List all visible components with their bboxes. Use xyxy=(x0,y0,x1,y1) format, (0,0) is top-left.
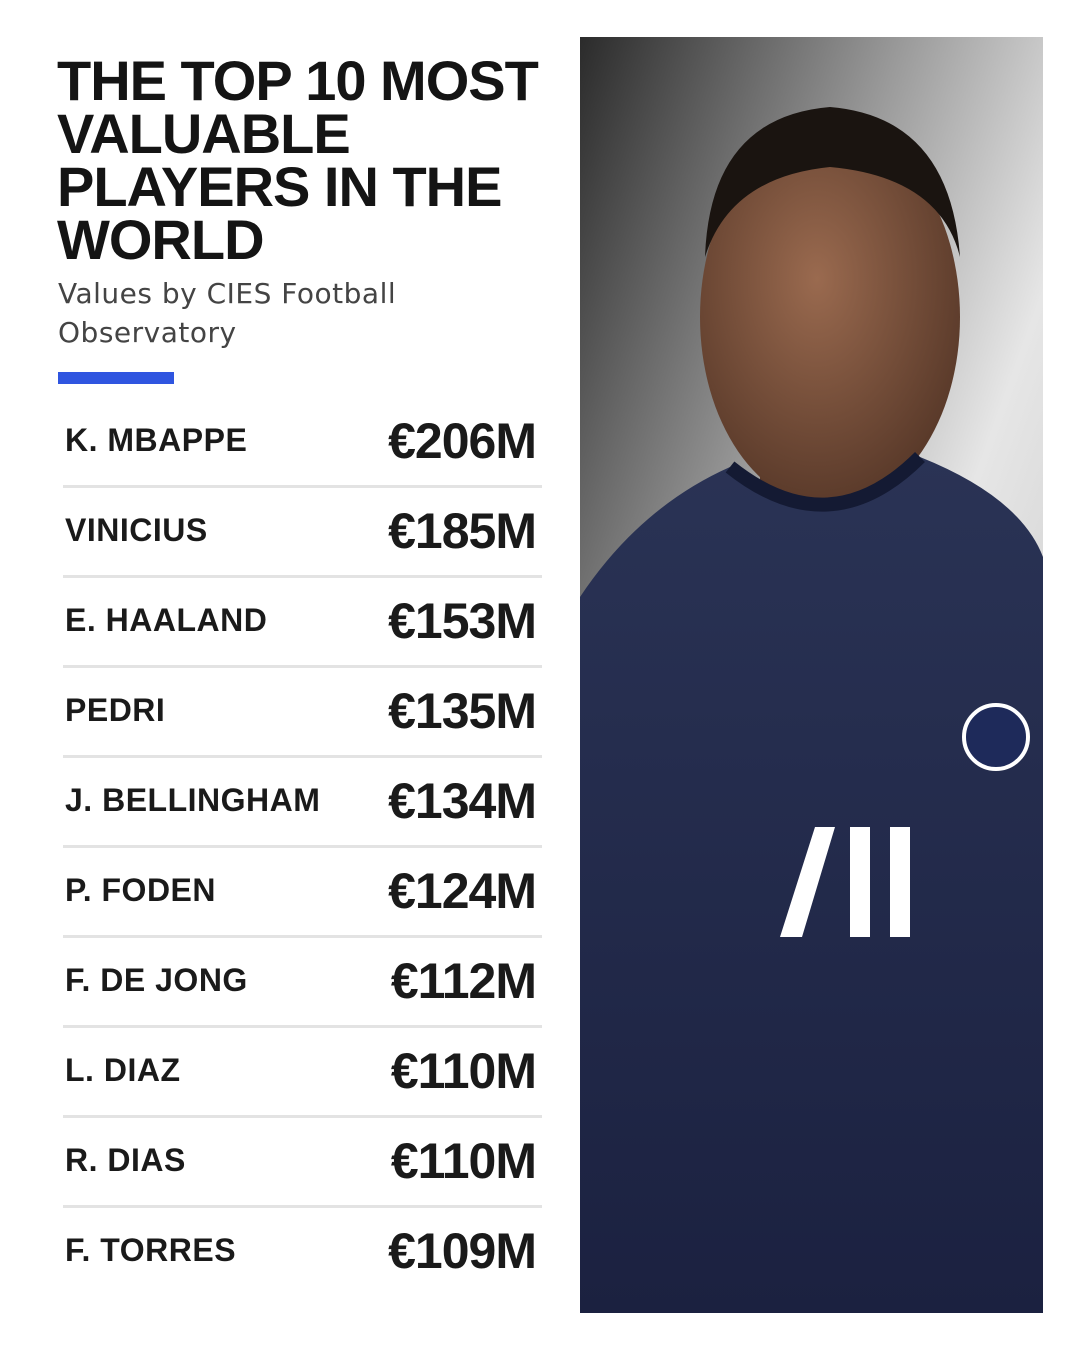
player-name: K. MBAPPE xyxy=(65,422,248,458)
row-divider xyxy=(63,755,542,758)
row-divider xyxy=(63,935,542,938)
table-row: J. BELLINGHAM €134M xyxy=(63,758,542,848)
table-row: P. FODEN €124M xyxy=(63,848,542,938)
player-name: L. DIAZ xyxy=(65,1052,181,1088)
row-divider xyxy=(63,575,542,578)
player-name: E. HAALAND xyxy=(65,602,268,638)
player-name: VINICIUS xyxy=(65,512,208,548)
table-row: L. DIAZ €110M xyxy=(63,1028,542,1118)
row-divider xyxy=(63,665,542,668)
subtitle: Values by CIES Football Observatory xyxy=(58,277,397,349)
table-row: F. TORRES €109M xyxy=(63,1208,542,1298)
player-name: F. TORRES xyxy=(65,1232,237,1268)
row-divider xyxy=(63,1025,542,1028)
player-value: €124M xyxy=(388,863,537,919)
row-divider xyxy=(63,1115,542,1118)
player-value: €206M xyxy=(388,413,537,469)
player-value: €135M xyxy=(388,683,537,739)
table-row: PEDRI €135M xyxy=(63,668,542,758)
player-value: €112M xyxy=(390,953,537,1009)
table-row: F. DE JONG €112M xyxy=(63,938,542,1028)
row-divider xyxy=(63,1205,542,1208)
table-row: VINICIUS €185M xyxy=(63,488,542,578)
player-name: P. FODEN xyxy=(65,872,216,908)
player-value: €134M xyxy=(388,773,537,829)
player-value: €109M xyxy=(388,1223,537,1279)
player-value: €110M xyxy=(390,1043,537,1099)
player-value: €110M xyxy=(390,1133,537,1189)
accent-bar xyxy=(58,372,174,384)
player-name: PEDRI xyxy=(65,692,166,728)
player-value: €185M xyxy=(388,503,537,559)
table-row: K. MBAPPE €206M xyxy=(63,398,542,488)
row-divider xyxy=(63,485,542,488)
row-divider xyxy=(63,845,542,848)
player-name: J. BELLINGHAM xyxy=(65,782,321,818)
player-photo xyxy=(580,37,1043,1313)
player-name: F. DE JONG xyxy=(65,962,248,998)
table-row: R. DIAS €110M xyxy=(63,1118,542,1208)
table-row: E. HAALAND €153M xyxy=(63,578,542,668)
title: THE TOP 10 MOST VALUABLE PLAYERS IN THE … xyxy=(57,49,539,271)
player-name: R. DIAS xyxy=(65,1142,186,1178)
player-value: €153M xyxy=(388,593,537,649)
